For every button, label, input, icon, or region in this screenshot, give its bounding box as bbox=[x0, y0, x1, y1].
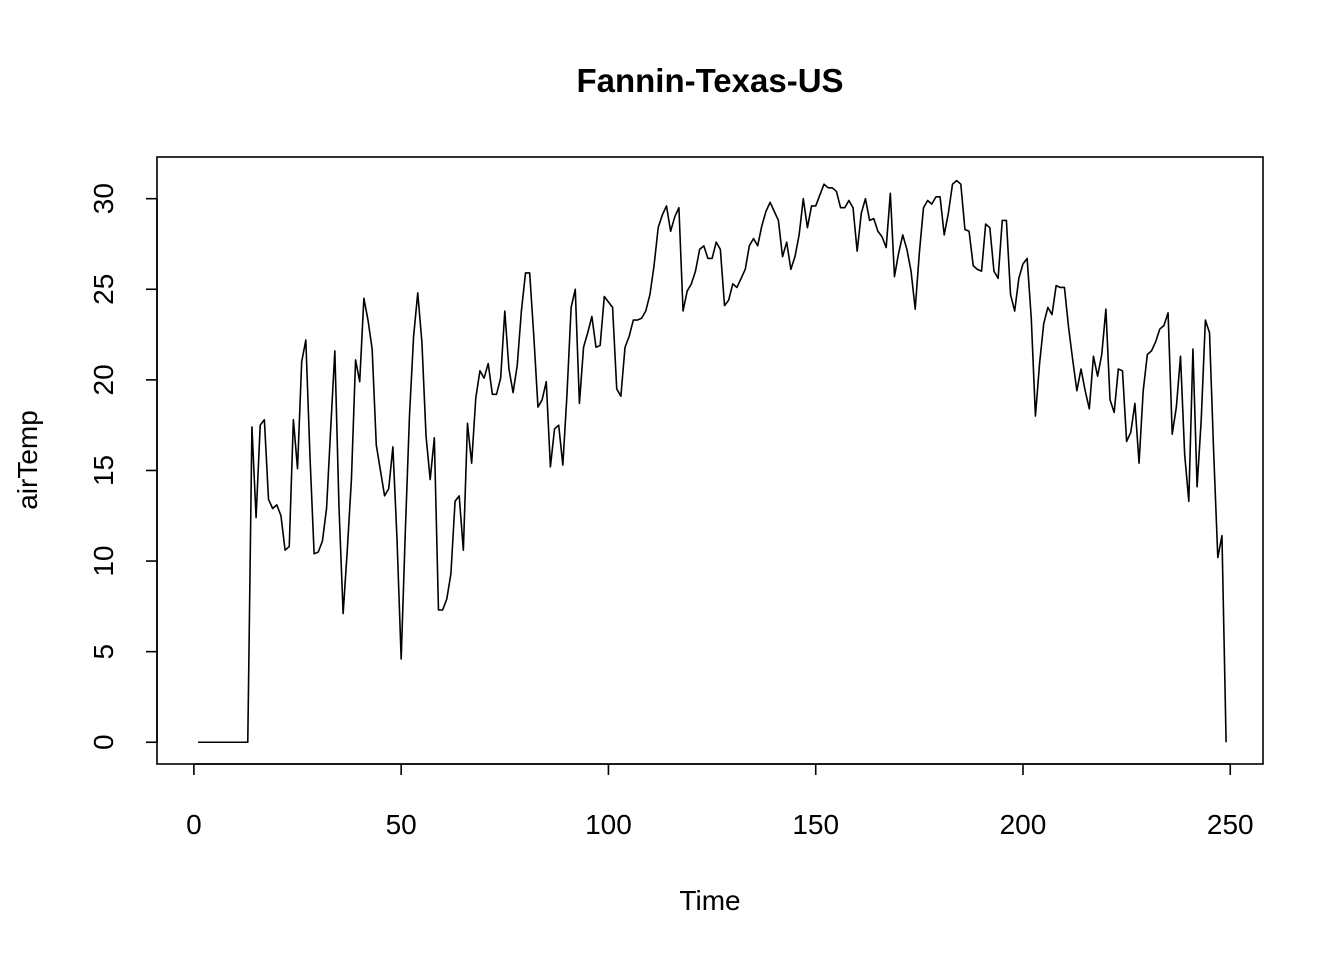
y-tick-label: 30 bbox=[88, 183, 119, 214]
y-tick-label: 20 bbox=[88, 364, 119, 395]
air-temp-series-line bbox=[198, 179, 1227, 744]
y-tick-label: 15 bbox=[88, 455, 119, 486]
x-tick-label: 0 bbox=[186, 809, 202, 840]
y-axis-label: airTemp bbox=[12, 410, 43, 510]
x-tick-label: 150 bbox=[792, 809, 839, 840]
chart-title: Fannin-Texas-US bbox=[576, 62, 843, 99]
y-tick-label: 10 bbox=[88, 545, 119, 576]
x-axis-label: Time bbox=[679, 885, 740, 916]
y-tick-label: 5 bbox=[88, 644, 119, 660]
y-axis: 0 5 10 15 20 25 30 bbox=[88, 183, 158, 750]
x-tick-label: 250 bbox=[1207, 809, 1254, 840]
x-axis: 0 50 100 150 200 250 bbox=[186, 763, 1254, 840]
y-tick-label: 0 bbox=[88, 734, 119, 750]
x-tick-label: 50 bbox=[386, 809, 417, 840]
y-tick-label: 25 bbox=[88, 274, 119, 305]
plot-area-frame bbox=[156, 156, 1264, 765]
x-tick-label: 200 bbox=[1000, 809, 1047, 840]
x-tick-label: 100 bbox=[585, 809, 632, 840]
